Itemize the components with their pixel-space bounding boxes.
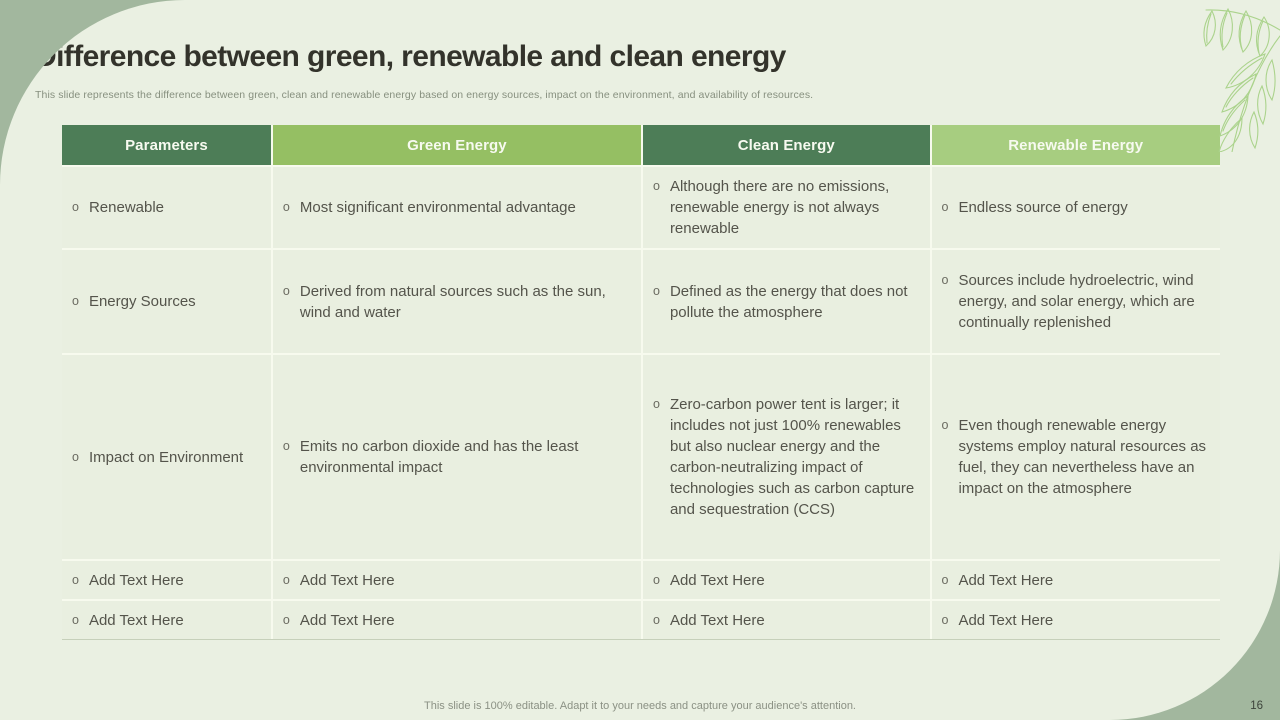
cell-text: Add Text Here [958,571,1054,589]
cell-text: Add Text Here [299,571,395,589]
bullet-marker: o [72,612,79,627]
bullet-marker: o [282,572,290,587]
table-cell: o Endless source of energy [931,167,1220,248]
header-cell-parameters: Parameters [62,125,271,165]
cell-text: Even though renewable energy systems emp… [958,417,1207,497]
bullet-marker: o [652,397,660,411]
table-cell: o Zero-carbon power tent is larger; it in… [642,355,930,559]
add-text-placeholder-cell[interactable]: o Add Text Here [931,561,1220,599]
cell-text: Derived from natural sources such as the… [299,282,606,321]
table-cell: o Sources include hydroelectric, wind ene… [931,250,1220,353]
add-text-placeholder-cell[interactable]: o Add Text Here [642,601,930,639]
cell-text: Add Text Here [88,611,184,629]
cell-text: Add Text Here [958,611,1054,629]
bullet-marker: o [282,612,290,627]
cell-text: Defined as the energy that does not poll… [669,282,908,321]
table-cell: o Even though renewable energy systems em… [931,355,1220,559]
bullet-marker: o [282,200,290,214]
table-row: o Add Text Here o Add Text Here o Add Text He… [62,601,1220,639]
cell-text: Renewable [88,199,165,216]
cell-text: Sources include hydroelectric, wind ener… [958,272,1195,331]
slide-subtitle: This slide represents the difference bet… [35,89,814,101]
add-text-placeholder-cell[interactable]: o Add Text Here [642,561,930,599]
bullet-marker: o [282,283,290,298]
bullet-marker: o [941,200,949,214]
add-text-placeholder-cell[interactable]: o Add Text Here [272,601,641,639]
bullet-marker: o [282,439,290,453]
table-cell: o Energy Sources [62,250,271,353]
table-cell: o Defined as the energy that does not pol… [642,250,930,353]
table-cell: o Most significant environmental advantag… [272,167,641,248]
table-cell: o Although there are no emissions, renewa… [642,167,930,248]
cell-text: Most significant environmental advantage [299,199,576,216]
table-cell: o Impact on Environment [62,355,271,559]
bullet-marker: o [72,449,79,464]
cell-text: Add Text Here [88,571,184,589]
bullet-marker: o [72,294,79,308]
cell-text: Emits no carbon dioxide and has the leas… [299,438,579,476]
cell-text: Add Text Here [669,611,765,629]
cell-text: Although there are no emissions, renewab… [669,178,890,237]
table-row: o Energy Sources o Derived from natural sou… [62,250,1220,353]
footer-note: This slide is 100% editable. Adapt it to… [424,700,856,712]
comparison-table: Parameters Green Energy Clean Energy Ren… [62,125,1220,640]
cell-text: Add Text Here [299,611,395,629]
cell-text: Zero-carbon power tent is larger; it inc… [669,396,915,518]
header-cell-clean-energy: Clean Energy [642,125,930,165]
table-row: o Impact on Environment o Emits no carbon d… [62,355,1220,559]
cell-text: Endless source of energy [958,199,1128,216]
cell-text: Impact on Environment [88,448,244,466]
bullet-marker: o [652,283,660,298]
header-cell-renewable-energy: Renewable Energy [931,125,1220,165]
add-text-placeholder-cell[interactable]: o Add Text Here [62,601,271,639]
bullet-marker: o [941,572,949,587]
table-row: o Renewable o Most significant environmenta… [62,167,1220,248]
slide-title: Difference between green, renewable and … [35,40,786,73]
page-number: 16 [1250,700,1263,712]
bullet-marker: o [652,612,660,627]
table-cell: o Renewable [62,167,271,248]
add-text-placeholder-cell[interactable]: o Add Text Here [62,561,271,599]
bullet-marker: o [72,200,79,214]
bullet-marker: o [652,572,660,587]
header-cell-green-energy: Green Energy [272,125,641,165]
cell-text: Add Text Here [669,571,765,589]
cell-text: Energy Sources [88,293,196,310]
table-cell: o Derived from natural sources such as th… [272,250,641,353]
bullet-marker: o [941,418,949,432]
table-cell: o Emits no carbon dioxide and has the lea… [272,355,641,559]
add-text-placeholder-cell[interactable]: o Add Text Here [931,601,1220,639]
add-text-placeholder-cell[interactable]: o Add Text Here [272,561,641,599]
table-header-row: Parameters Green Energy Clean Energy Ren… [62,125,1220,165]
bullet-marker: o [941,273,949,287]
table-row: o Add Text Here o Add Text Here o Add Text He… [62,561,1220,599]
bullet-marker: o [72,572,79,587]
bullet-marker: o [652,179,660,193]
bullet-marker: o [941,612,949,627]
